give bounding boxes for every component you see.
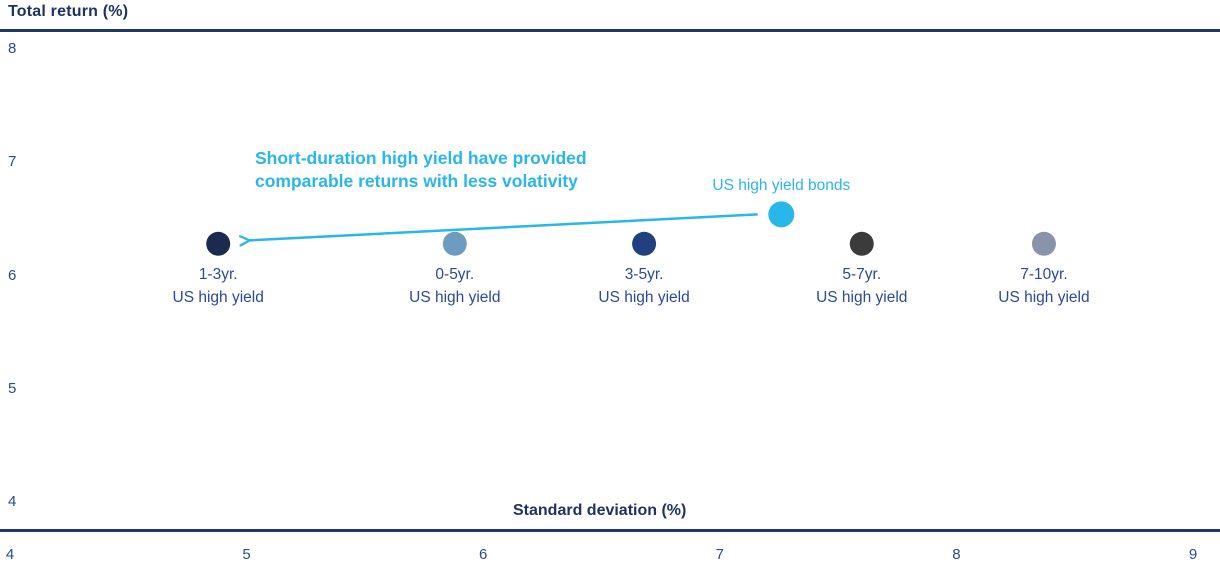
data-point-label: 1-3yr. US high yield	[172, 265, 264, 306]
data-point	[768, 201, 795, 228]
data-point	[1031, 231, 1056, 256]
y-tick-label: 4	[8, 493, 17, 510]
y-tick-label: 8	[8, 40, 17, 57]
annotation-callout: Short-duration high yield have provided …	[255, 147, 587, 193]
x-tick-label: 6	[479, 546, 488, 563]
data-point-label: 3-5yr. US high yield	[598, 265, 690, 306]
top-axis-line	[0, 29, 1220, 32]
y-tick-label: 6	[8, 266, 17, 284]
x-tick-label: 8	[952, 546, 961, 563]
y-axis-title: Total return (%)	[8, 3, 129, 20]
data-point	[442, 231, 467, 256]
data-point-label: 7-10yr. US high yield	[998, 265, 1090, 306]
annotation-line-1: Short-duration high yield have provided	[255, 148, 587, 168]
annotation-line-2: comparable returns with less volativity	[255, 171, 578, 191]
data-point	[849, 231, 874, 256]
x-tick-label: 4	[5, 546, 15, 563]
x-axis-title: Standard deviation (%)	[513, 502, 687, 519]
x-tick-label: 9	[1188, 546, 1198, 563]
y-tick-label: 7	[8, 153, 17, 171]
data-point	[206, 231, 231, 256]
data-point-label: 0-5yr. US high yield	[409, 265, 501, 306]
x-axis-line	[0, 529, 1220, 532]
annotation-arrow	[239, 213, 758, 247]
data-point-label: US high yield bonds	[712, 177, 851, 195]
y-tick-label: 5	[8, 379, 17, 397]
data-point	[632, 231, 657, 256]
x-tick-label: 7	[715, 546, 724, 563]
data-point-label: 5-7yr. US high yield	[816, 265, 908, 306]
data-points	[206, 201, 1056, 256]
x-tick-label: 5	[242, 546, 251, 563]
